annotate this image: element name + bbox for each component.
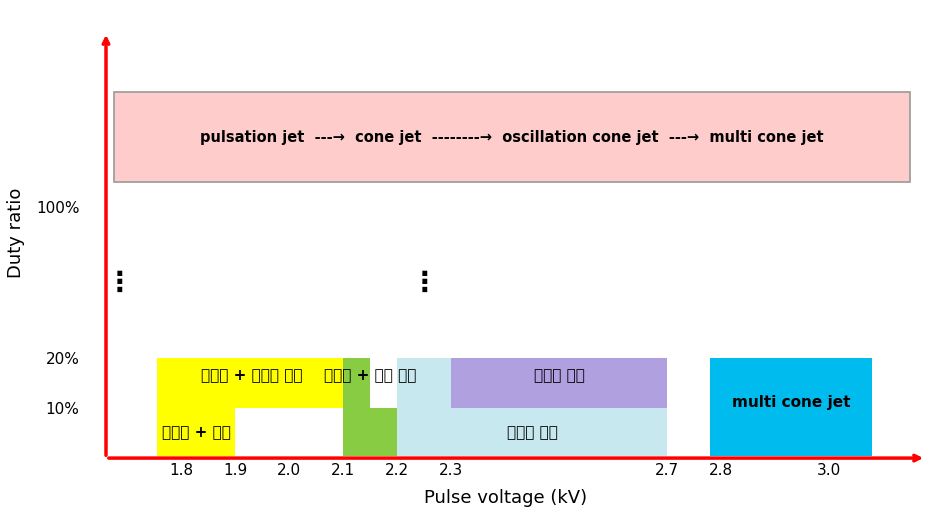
Text: pulsation jet  ---→  cone jet  --------→  oscillation cone jet  ---→  multi cone: pulsation jet ---→ cone jet --------→ os…	[201, 130, 824, 145]
Polygon shape	[158, 358, 343, 455]
Y-axis label: Duty ratio: Duty ratio	[7, 187, 25, 278]
Text: multi cone jet: multi cone jet	[731, 395, 850, 411]
Text: 불안정 토출: 불안정 토출	[534, 368, 585, 383]
Polygon shape	[452, 358, 667, 408]
FancyBboxPatch shape	[114, 92, 910, 182]
Text: 출렇임 + 넘침: 출렇임 + 넘침	[161, 426, 230, 440]
Polygon shape	[397, 358, 667, 455]
Polygon shape	[710, 358, 872, 455]
X-axis label: Pulse voltage (kV): Pulse voltage (kV)	[424, 489, 587, 507]
Text: 출렇임 + 잘은 토출: 출렇임 + 잘은 토출	[324, 368, 416, 383]
Text: ⋮: ⋮	[105, 269, 133, 297]
Text: 안정적 토출: 안정적 토출	[507, 426, 558, 440]
Text: ⋮: ⋮	[411, 269, 439, 297]
Text: 출렇임 + 간헐적 토출: 출렇임 + 간헐적 토출	[201, 368, 302, 383]
Polygon shape	[158, 408, 235, 455]
Polygon shape	[343, 358, 397, 455]
